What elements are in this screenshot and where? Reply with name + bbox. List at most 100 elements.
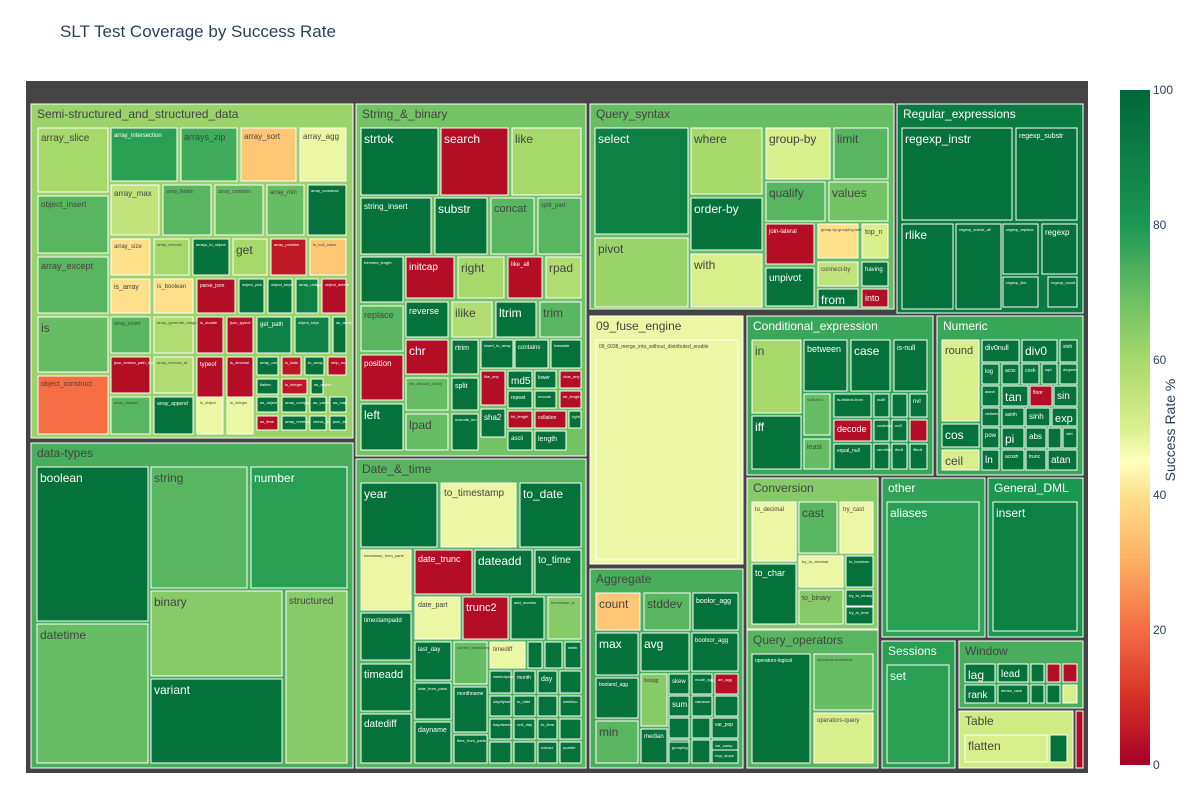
treemap-tile[interactable]: booland_agg bbox=[595, 677, 639, 719]
tile-rect[interactable] bbox=[534, 370, 557, 389]
treemap-tile[interactable]: avg bbox=[640, 632, 690, 672]
treemap-tile[interactable]: dayname bbox=[414, 721, 452, 764]
tile-rect[interactable] bbox=[270, 238, 307, 276]
tile-rect[interactable] bbox=[414, 682, 452, 720]
treemap-tile[interactable]: from bbox=[817, 288, 859, 308]
tile-rect[interactable] bbox=[489, 741, 512, 764]
treemap-tile[interactable]: json_str bbox=[329, 415, 348, 431]
tile-rect[interactable] bbox=[1030, 684, 1045, 704]
treemap-tile[interactable]: object_construct bbox=[37, 375, 109, 435]
treemap-tile[interactable]: initcap bbox=[405, 256, 455, 299]
tile-rect[interactable] bbox=[414, 549, 473, 595]
treemap-tile[interactable]: floor bbox=[1029, 385, 1053, 407]
treemap-tile[interactable]: week bbox=[564, 641, 582, 669]
tile-rect[interactable] bbox=[640, 728, 668, 764]
treemap-tile[interactable]: len_decode_string bbox=[405, 377, 449, 411]
treemap-tile[interactable]: array_unique bbox=[295, 278, 323, 314]
treemap-tile[interactable]: regexp_substr_all bbox=[955, 223, 1002, 310]
tile-rect[interactable] bbox=[294, 316, 330, 354]
treemap-tile[interactable]: is_integer bbox=[281, 378, 308, 395]
treemap-tile[interactable]: connect-by bbox=[817, 261, 859, 287]
treemap-tile[interactable]: boolor_agg bbox=[692, 592, 739, 631]
treemap-group[interactable]: Semi-structured_and_structured_dataarray… bbox=[30, 103, 354, 439]
treemap-tile[interactable]: chr bbox=[405, 339, 449, 375]
treemap-tile[interactable]: object_insert bbox=[37, 195, 109, 254]
tile-rect[interactable] bbox=[981, 449, 1000, 471]
treemap-tile[interactable]: pivot bbox=[594, 237, 689, 308]
treemap-tile[interactable] bbox=[1046, 684, 1061, 704]
treemap-tile[interactable]: bit_length bbox=[507, 410, 533, 429]
treemap-tile[interactable]: set bbox=[886, 664, 950, 764]
treemap-tile[interactable]: nvl2 bbox=[891, 419, 908, 442]
tile-rect[interactable] bbox=[850, 339, 891, 392]
treemap-tile[interactable]: radians bbox=[981, 407, 1000, 427]
tile-rect[interactable] bbox=[196, 356, 224, 398]
treemap-tile[interactable]: str_length bbox=[559, 390, 582, 409]
tile-rect[interactable] bbox=[267, 278, 293, 314]
tile-rect[interactable] bbox=[537, 670, 558, 694]
treemap-tile[interactable]: nullif bbox=[873, 393, 890, 418]
tile-rect[interactable] bbox=[668, 673, 690, 695]
treemap-tile[interactable]: cosh bbox=[1021, 363, 1040, 385]
treemap-tile[interactable]: like_all bbox=[507, 256, 543, 299]
treemap-tile[interactable] bbox=[489, 741, 512, 764]
treemap-tile[interactable]: monthname bbox=[453, 686, 488, 733]
tile-rect[interactable] bbox=[110, 396, 151, 435]
tile-rect[interactable] bbox=[440, 482, 517, 548]
treemap-tile[interactable]: aliases bbox=[886, 501, 980, 632]
tile-rect[interactable] bbox=[891, 419, 908, 442]
treemap-tile[interactable]: parse_json bbox=[196, 278, 236, 314]
treemap-tile[interactable]: sum bbox=[668, 695, 690, 717]
tile-rect[interactable] bbox=[765, 127, 831, 180]
treemap-tile[interactable] bbox=[1049, 734, 1068, 763]
treemap-tile[interactable]: array_remove bbox=[153, 238, 190, 276]
tile-rect[interactable] bbox=[256, 415, 279, 431]
treemap-tile[interactable] bbox=[1062, 663, 1078, 683]
group-rect[interactable] bbox=[1075, 710, 1084, 769]
tile-rect[interactable] bbox=[110, 127, 178, 182]
treemap-tile[interactable]: array_reverse bbox=[281, 415, 310, 431]
treemap-tile[interactable]: translate bbox=[550, 339, 582, 369]
treemap-tile[interactable]: arr_agg bbox=[714, 673, 739, 695]
tile-rect[interactable] bbox=[564, 641, 582, 669]
treemap-tile[interactable]: array_min bbox=[266, 184, 305, 236]
treemap-tile[interactable]: is-distinct-from bbox=[833, 393, 872, 418]
tile-rect[interactable] bbox=[893, 339, 928, 392]
treemap-tile[interactable]: count bbox=[595, 592, 641, 631]
tile-rect[interactable] bbox=[1029, 385, 1053, 407]
tile-rect[interactable] bbox=[909, 443, 928, 470]
tile-rect[interactable] bbox=[295, 278, 319, 314]
treemap-tile[interactable]: is bbox=[37, 316, 109, 373]
tile-rect[interactable] bbox=[714, 695, 739, 717]
tile-rect[interactable] bbox=[559, 670, 582, 694]
treemap-tile[interactable]: sin bbox=[1053, 385, 1078, 407]
treemap-tile[interactable]: case bbox=[850, 339, 891, 392]
treemap-tile[interactable]: to_decimal bbox=[751, 501, 797, 562]
tile-rect[interactable] bbox=[360, 482, 438, 548]
tile-rect[interactable] bbox=[640, 673, 668, 727]
treemap-tile[interactable]: boolean bbox=[36, 466, 149, 622]
treemap-tile[interactable]: trunc2 bbox=[462, 596, 509, 640]
tile-rect[interactable] bbox=[451, 339, 479, 375]
treemap-tile[interactable]: boolxor_agg bbox=[691, 632, 739, 672]
treemap-tile[interactable]: is_boolean bbox=[153, 278, 194, 314]
treemap-tile[interactable]: sinh bbox=[1059, 339, 1078, 363]
tile-rect[interactable] bbox=[440, 127, 509, 196]
treemap-tile[interactable]: search bbox=[440, 127, 509, 196]
treemap-tile[interactable]: strip_null bbox=[327, 356, 347, 376]
treemap-tile[interactable]: select bbox=[594, 127, 689, 235]
treemap-tile[interactable]: time_from_parts bbox=[453, 734, 488, 764]
tile-rect[interactable] bbox=[539, 301, 582, 338]
tile-rect[interactable] bbox=[997, 663, 1029, 683]
treemap-tile[interactable]: split bbox=[451, 377, 479, 411]
treemap-tile[interactable]: regr_slope bbox=[711, 749, 739, 764]
treemap-tile[interactable]: trunc bbox=[1025, 449, 1047, 471]
treemap-tile[interactable]: year bbox=[360, 482, 438, 548]
tile-rect[interactable] bbox=[196, 396, 224, 435]
treemap-tile[interactable]: array_insert bbox=[110, 316, 151, 354]
tile-rect[interactable] bbox=[527, 641, 543, 669]
tile-rect[interactable] bbox=[37, 316, 109, 373]
tile-rect[interactable] bbox=[451, 377, 479, 411]
treemap-tile[interactable]: round bbox=[941, 339, 980, 422]
